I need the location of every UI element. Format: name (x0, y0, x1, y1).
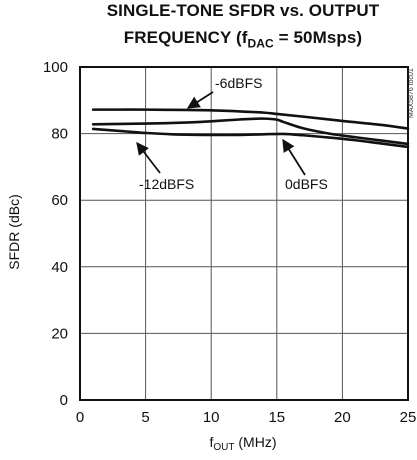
x-tick-label-15: 15 (268, 409, 285, 426)
x-axis-title-prefix: f (210, 434, 214, 450)
chart-title-suffix: = 50Msps) (273, 28, 363, 47)
series-layer (91, 108, 410, 149)
x-axis-title: fOUT (MHz) (210, 434, 277, 453)
series-line-6dbfs (91, 108, 410, 130)
x-tick-label-10: 10 (203, 409, 220, 426)
x-tick-label-5: 5 (141, 409, 149, 426)
annotation-arrow-12dbfs (136, 142, 161, 174)
chart-title-line-1: SINGLE-TONE SFDR vs. OUTPUT (78, 0, 408, 21)
annotation-arrow-6dbfs (186, 91, 214, 109)
chart-title-text-1: SINGLE-TONE SFDR vs. OUTPUT (106, 1, 380, 20)
x-axis-title-subscript: OUT (213, 442, 234, 453)
ticks-layer: 0 5 10 15 20 25 0 20 40 60 80 100 (43, 59, 416, 426)
annotation-layer: -6dBFS -12dBFS 0dBFS (136, 75, 328, 192)
chart-title-line-2: FREQUENCY (fDAC = 50Msps) (78, 27, 408, 54)
y-tick-label-0: 0 (60, 392, 68, 409)
y-tick-label-100: 100 (43, 59, 68, 76)
series-line-12dbfs (91, 127, 410, 149)
annotation-arrow-0dbfs (282, 138, 306, 176)
y-axis-title: SFDR (dBc) (6, 194, 22, 269)
figure-code: MAX5876 toc01 (408, 68, 415, 118)
x-tick-label-25: 25 (400, 409, 417, 426)
annotation-label-6dbfs: -6dBFS (215, 75, 262, 91)
annotation-label-0dbfs: 0dBFS (285, 176, 328, 192)
plot-frame (79, 66, 409, 401)
x-tick-label-20: 20 (334, 409, 351, 426)
x-axis-title-suffix: (MHz) (235, 434, 277, 450)
y-tick-label-40: 40 (51, 259, 68, 276)
y-tick-label-20: 20 (51, 325, 68, 342)
y-tick-label-60: 60 (51, 192, 68, 209)
y-tick-label-80: 80 (51, 126, 68, 143)
grid (80, 67, 408, 400)
series-line-0dbfs (91, 117, 410, 146)
x-tick-label-0: 0 (76, 409, 84, 426)
chart-title-subscript: DAC (247, 36, 274, 51)
chart-title-prefix: FREQUENCY (f (123, 28, 248, 47)
annotation-label-12dbfs: -12dBFS (139, 176, 194, 192)
